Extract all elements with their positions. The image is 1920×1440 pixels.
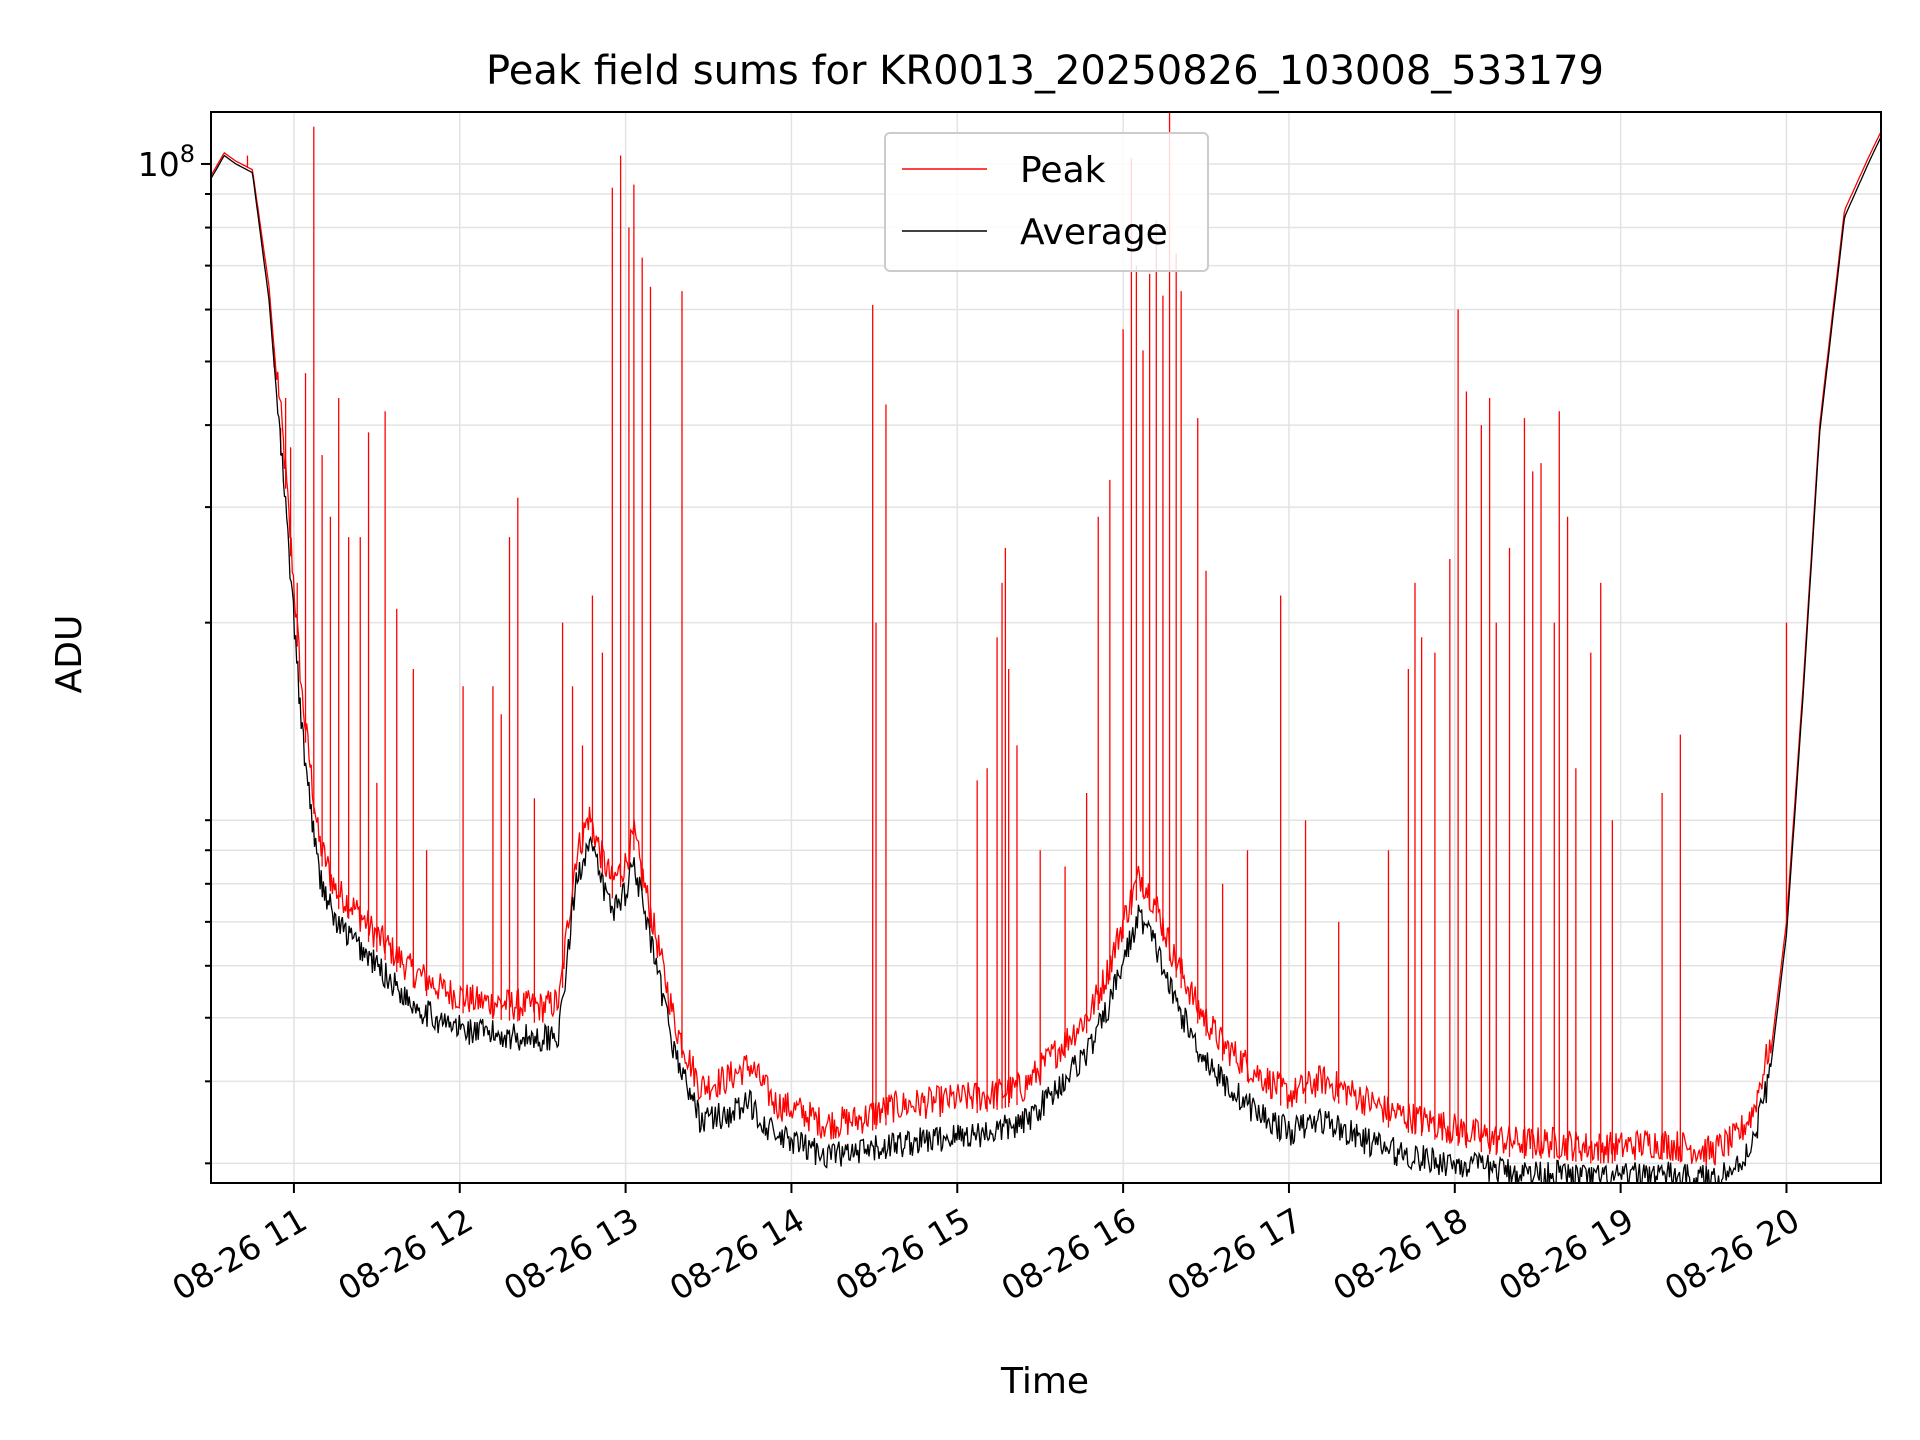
- y-axis-label: ADU: [49, 615, 90, 694]
- x-axis-label: Time: [1000, 1361, 1089, 1402]
- plot-area-frame: [210, 111, 1882, 1184]
- series-peak: [211, 112, 1881, 1166]
- average-line: [211, 136, 1881, 1183]
- series-average: [211, 136, 1881, 1183]
- peak-line: [211, 131, 1881, 1166]
- y-axis-ticks: 108: [138, 140, 211, 1165]
- y-tick-label: 108: [138, 140, 195, 184]
- legend-box: [884, 132, 1209, 272]
- legend-average-label: Average: [1020, 212, 1168, 253]
- chart-title: Peak field sums for KR0013_20250826_1030…: [486, 48, 1604, 94]
- legend: Peak Average: [884, 132, 1209, 272]
- legend-peak-label: Peak: [1020, 150, 1106, 191]
